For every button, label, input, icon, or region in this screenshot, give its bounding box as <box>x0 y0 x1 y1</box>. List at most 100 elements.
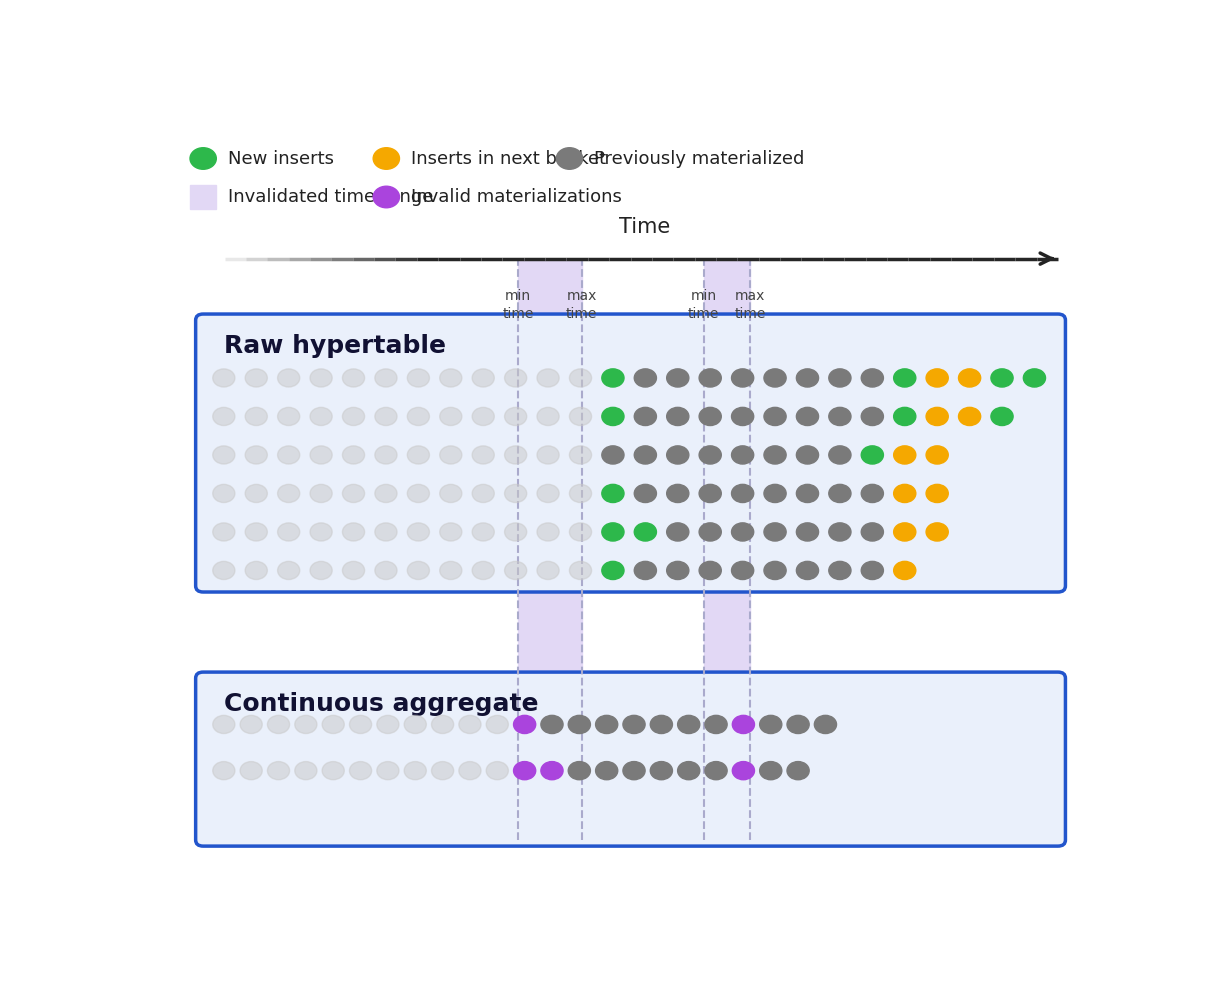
Circle shape <box>623 762 645 780</box>
Circle shape <box>295 715 318 734</box>
Circle shape <box>407 446 429 464</box>
Circle shape <box>440 407 462 426</box>
Circle shape <box>732 484 754 503</box>
Circle shape <box>926 446 948 464</box>
Circle shape <box>486 762 508 780</box>
Circle shape <box>829 407 851 426</box>
Circle shape <box>514 715 536 734</box>
Circle shape <box>667 369 688 387</box>
Circle shape <box>893 523 916 541</box>
Text: min
time: min time <box>688 289 720 321</box>
Circle shape <box>375 446 398 464</box>
Circle shape <box>268 762 290 780</box>
Circle shape <box>407 484 429 503</box>
Circle shape <box>705 762 727 780</box>
Circle shape <box>245 523 268 541</box>
Circle shape <box>343 523 365 541</box>
Circle shape <box>787 762 810 780</box>
Circle shape <box>404 762 427 780</box>
Circle shape <box>278 523 299 541</box>
Circle shape <box>375 369 398 387</box>
Circle shape <box>699 407 721 426</box>
Circle shape <box>504 523 527 541</box>
Circle shape <box>440 484 462 503</box>
Circle shape <box>568 715 590 734</box>
Circle shape <box>343 407 365 426</box>
Circle shape <box>349 762 372 780</box>
Circle shape <box>278 446 299 464</box>
Circle shape <box>634 407 657 426</box>
Circle shape <box>245 369 268 387</box>
Circle shape <box>893 484 916 503</box>
Circle shape <box>404 715 427 734</box>
Circle shape <box>893 369 916 387</box>
Circle shape <box>473 407 494 426</box>
Circle shape <box>991 369 1013 387</box>
Circle shape <box>349 715 372 734</box>
Circle shape <box>541 762 564 780</box>
Text: Invalidated time range: Invalidated time range <box>228 188 433 206</box>
Circle shape <box>504 369 527 387</box>
Circle shape <box>537 523 559 541</box>
Circle shape <box>732 762 755 780</box>
Text: Previously materialized: Previously materialized <box>594 149 805 167</box>
Circle shape <box>893 561 916 580</box>
Circle shape <box>764 369 787 387</box>
Circle shape <box>764 446 787 464</box>
Circle shape <box>602 407 624 426</box>
Circle shape <box>570 369 591 387</box>
Circle shape <box>862 523 884 541</box>
Circle shape <box>926 407 948 426</box>
Circle shape <box>407 561 429 580</box>
Circle shape <box>310 523 332 541</box>
Text: max
time: max time <box>734 289 766 321</box>
Circle shape <box>310 484 332 503</box>
Circle shape <box>699 484 721 503</box>
Circle shape <box>440 561 462 580</box>
Circle shape <box>667 484 688 503</box>
Bar <box>518 259 582 840</box>
Circle shape <box>431 715 453 734</box>
Circle shape <box>699 523 721 541</box>
Circle shape <box>651 762 673 780</box>
Text: Raw hypertable: Raw hypertable <box>224 334 446 358</box>
Circle shape <box>268 715 290 734</box>
Circle shape <box>634 484 657 503</box>
Circle shape <box>537 446 559 464</box>
Circle shape <box>343 561 365 580</box>
Circle shape <box>213 407 235 426</box>
Circle shape <box>373 148 400 169</box>
Circle shape <box>760 762 782 780</box>
Circle shape <box>926 523 948 541</box>
Circle shape <box>602 561 624 580</box>
Circle shape <box>343 484 365 503</box>
Circle shape <box>570 561 591 580</box>
Circle shape <box>602 446 624 464</box>
Text: Time: Time <box>619 217 670 237</box>
Circle shape <box>278 369 299 387</box>
Circle shape <box>893 407 916 426</box>
Circle shape <box>959 369 981 387</box>
Circle shape <box>732 715 755 734</box>
Circle shape <box>732 369 754 387</box>
Circle shape <box>213 715 235 734</box>
Circle shape <box>760 715 782 734</box>
Circle shape <box>926 369 948 387</box>
Circle shape <box>699 561 721 580</box>
Circle shape <box>595 715 618 734</box>
Circle shape <box>407 523 429 541</box>
Circle shape <box>431 762 453 780</box>
Bar <box>190 185 216 209</box>
Circle shape <box>322 762 344 780</box>
Circle shape <box>634 369 657 387</box>
Circle shape <box>440 369 462 387</box>
Circle shape <box>504 407 527 426</box>
Circle shape <box>537 484 559 503</box>
Circle shape <box>796 523 818 541</box>
Circle shape <box>796 484 818 503</box>
Circle shape <box>310 407 332 426</box>
Circle shape <box>407 369 429 387</box>
Circle shape <box>504 561 527 580</box>
Circle shape <box>537 407 559 426</box>
Circle shape <box>537 369 559 387</box>
